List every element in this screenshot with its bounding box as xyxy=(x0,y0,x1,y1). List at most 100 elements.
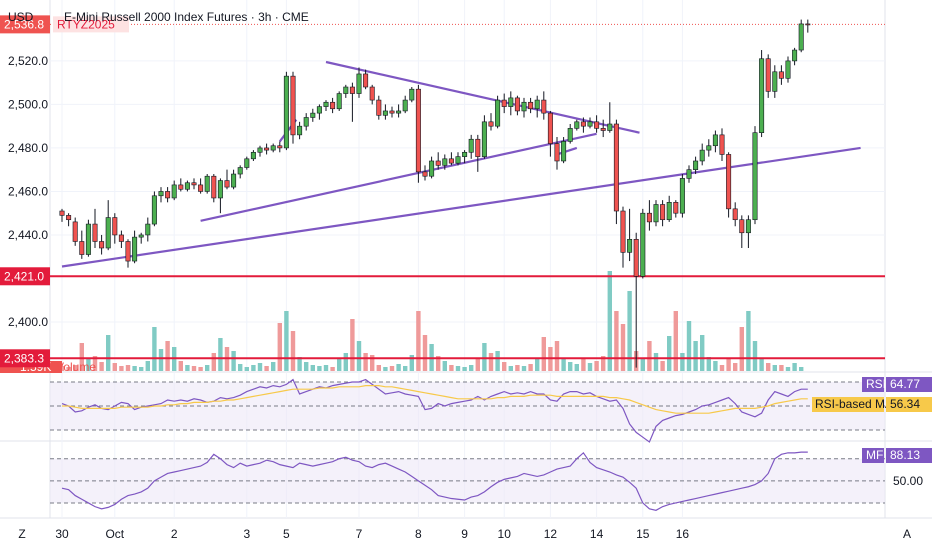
candle[interactable] xyxy=(330,97,336,114)
candle[interactable] xyxy=(343,84,349,98)
candle[interactable] xyxy=(158,187,164,203)
candle[interactable] xyxy=(310,108,316,122)
candle[interactable] xyxy=(765,54,771,98)
candle[interactable] xyxy=(369,84,375,105)
candle[interactable] xyxy=(211,174,217,203)
candle[interactable] xyxy=(422,165,428,181)
candle[interactable] xyxy=(184,180,190,192)
candle[interactable] xyxy=(554,137,560,170)
candle[interactable] xyxy=(118,230,124,248)
candle[interactable] xyxy=(792,47,798,66)
candle[interactable] xyxy=(409,87,415,103)
candle[interactable] xyxy=(706,139,712,157)
time-axis[interactable]: 30 Oct 2 3 5 7 8 9 10 12 14 15 16 xyxy=(55,527,689,541)
candle[interactable] xyxy=(633,232,639,368)
candle[interactable] xyxy=(686,165,692,183)
candle[interactable] xyxy=(297,121,303,140)
candle[interactable] xyxy=(798,19,804,53)
candle[interactable] xyxy=(349,82,355,122)
candle[interactable] xyxy=(541,91,547,120)
candle[interactable] xyxy=(442,154,448,170)
candle[interactable] xyxy=(719,128,725,161)
candle[interactable] xyxy=(600,119,606,138)
candle[interactable] xyxy=(666,195,672,222)
candle[interactable] xyxy=(382,104,388,120)
candle[interactable] xyxy=(712,130,718,153)
candle[interactable] xyxy=(323,100,329,111)
trendline[interactable] xyxy=(325,60,640,134)
candle[interactable] xyxy=(495,95,501,129)
candle[interactable] xyxy=(257,145,263,157)
candle[interactable] xyxy=(462,150,468,164)
candle[interactable] xyxy=(561,137,567,164)
candle[interactable] xyxy=(66,213,72,227)
candle[interactable] xyxy=(270,143,276,153)
candle[interactable] xyxy=(112,213,118,244)
candle[interactable] xyxy=(389,106,395,118)
candle[interactable] xyxy=(640,208,646,279)
candle[interactable] xyxy=(277,141,283,153)
candle[interactable] xyxy=(125,239,131,268)
candle[interactable] xyxy=(429,156,435,179)
candle[interactable] xyxy=(508,91,514,116)
candle[interactable] xyxy=(132,230,138,264)
candle[interactable] xyxy=(171,180,177,201)
candle[interactable] xyxy=(752,126,758,225)
candle[interactable] xyxy=(283,71,289,151)
trendline[interactable] xyxy=(61,146,861,268)
trendline[interactable] xyxy=(200,132,597,222)
candle[interactable] xyxy=(244,156,250,170)
candle[interactable] xyxy=(732,202,738,227)
candle[interactable] xyxy=(660,200,666,227)
candle[interactable] xyxy=(376,95,382,120)
candle[interactable] xyxy=(521,97,527,118)
candle[interactable] xyxy=(145,217,151,242)
candle[interactable] xyxy=(534,95,540,118)
zoom-left-button[interactable]: Z xyxy=(18,527,25,541)
candle[interactable] xyxy=(336,91,342,111)
candle[interactable] xyxy=(587,117,593,129)
candle[interactable] xyxy=(620,206,626,268)
candle[interactable] xyxy=(475,134,481,172)
candle[interactable] xyxy=(92,208,98,248)
candle[interactable] xyxy=(151,191,157,227)
mf-pane[interactable]: 50.00 MF 88.13 xyxy=(50,448,932,511)
candle[interactable] xyxy=(481,115,487,159)
candle[interactable] xyxy=(165,187,171,203)
candle[interactable] xyxy=(363,69,369,90)
candle[interactable] xyxy=(105,200,111,251)
horizontal-levels[interactable]: 2,421.0 2,383.3 2,536.8 RTYZ2025 xyxy=(0,15,885,368)
candle[interactable] xyxy=(759,50,765,138)
candle[interactable] xyxy=(224,169,230,190)
candle[interactable] xyxy=(607,102,613,133)
candle[interactable] xyxy=(745,215,751,248)
candlesticks[interactable] xyxy=(59,19,811,368)
candle[interactable] xyxy=(204,174,210,194)
candle[interactable] xyxy=(415,84,421,183)
candle[interactable] xyxy=(59,208,65,222)
candle[interactable] xyxy=(402,95,408,114)
candle[interactable] xyxy=(316,104,322,120)
candle[interactable] xyxy=(805,19,811,33)
candle[interactable] xyxy=(514,95,520,116)
candle[interactable] xyxy=(138,232,144,244)
candle[interactable] xyxy=(250,150,256,161)
candle[interactable] xyxy=(231,169,237,190)
auto-scale-button[interactable]: A xyxy=(903,527,911,541)
candle[interactable] xyxy=(468,134,474,159)
candle[interactable] xyxy=(574,119,580,131)
candle[interactable] xyxy=(772,65,778,98)
candle[interactable] xyxy=(79,230,85,259)
candle[interactable] xyxy=(501,93,507,114)
candle[interactable] xyxy=(198,178,204,194)
candle[interactable] xyxy=(290,71,296,144)
candle[interactable] xyxy=(785,56,791,83)
candle[interactable] xyxy=(613,119,619,225)
candle[interactable] xyxy=(72,217,78,246)
trendlines[interactable] xyxy=(61,60,861,268)
candle[interactable] xyxy=(396,104,402,118)
candle[interactable] xyxy=(99,234,105,255)
candle[interactable] xyxy=(594,115,600,133)
candle[interactable] xyxy=(488,113,494,131)
